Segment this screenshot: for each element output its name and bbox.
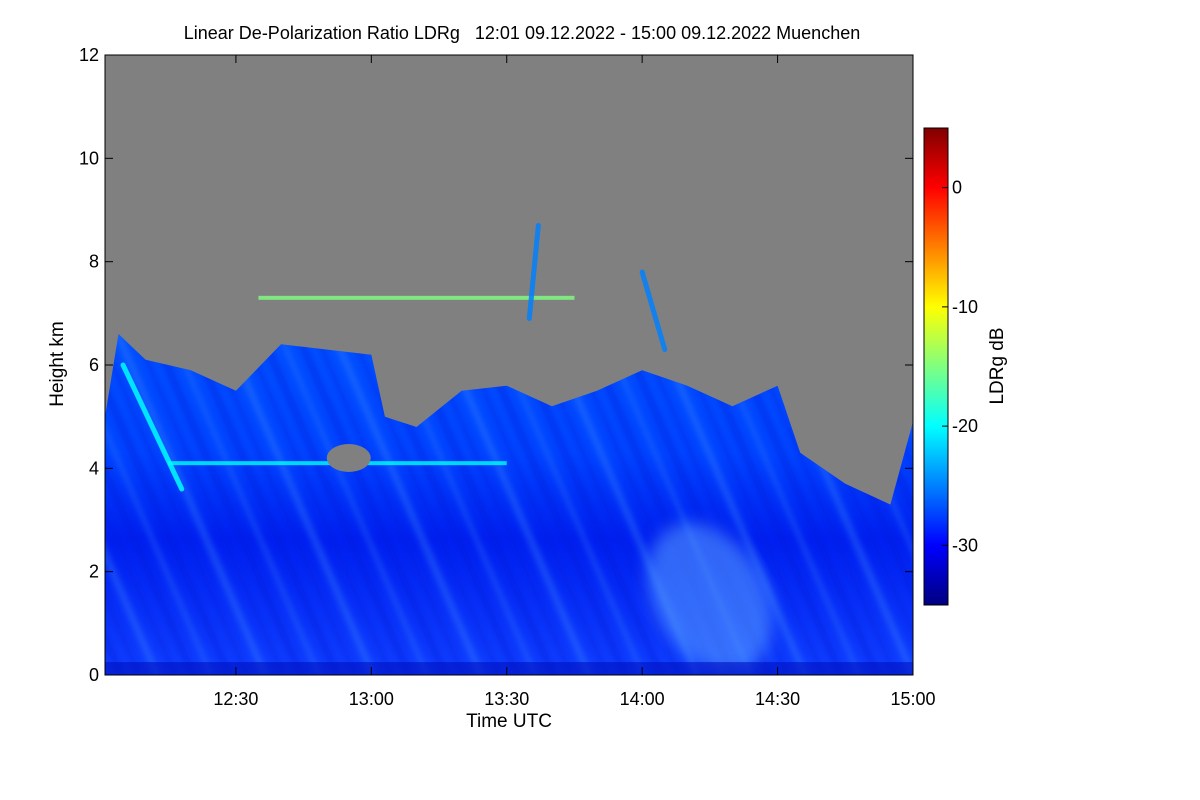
thin-layer xyxy=(258,295,575,300)
fall-streak-texture xyxy=(1059,305,1200,675)
fall-streak-texture xyxy=(105,334,249,675)
x-axis: 12:30 13:00 13:30 14:00 14:30 15:00 xyxy=(213,55,936,709)
fall-streak-texture xyxy=(265,334,429,675)
signal-gap xyxy=(326,444,371,472)
fall-streak-texture xyxy=(0,305,13,675)
fall-streak-texture xyxy=(1023,305,1183,675)
y-axis: 0 2 4 6 8 10 12 xyxy=(79,45,913,685)
x-tick-label: 14:30 xyxy=(755,689,800,709)
fall-streak-texture xyxy=(1131,305,1200,675)
y-tick-label: 6 xyxy=(89,355,99,375)
colorbar-ticks: 0 -10 -20 -30 xyxy=(942,178,978,555)
chart-title: Linear De-Polarization Ratio LDRg 12:01 … xyxy=(184,23,860,43)
colorbar-tick-label: -20 xyxy=(952,416,978,436)
fall-streak-texture xyxy=(1005,305,1165,675)
fall-streak-texture xyxy=(1113,305,1200,675)
y-tick-label: 12 xyxy=(79,45,99,65)
y-tick-label: 2 xyxy=(89,562,99,582)
fall-streak-texture xyxy=(1041,305,1200,675)
fall-streak-texture xyxy=(137,334,305,675)
fall-streak xyxy=(120,362,185,492)
plot-area xyxy=(0,55,1200,675)
colorbar-tick-label: 0 xyxy=(952,178,962,198)
fall-streak-texture xyxy=(121,334,285,675)
fall-streak-texture xyxy=(105,334,269,675)
near-ground-band xyxy=(105,662,913,675)
y-tick-label: 4 xyxy=(89,458,99,478)
fall-streak-texture xyxy=(337,334,501,675)
fall-streak-texture xyxy=(105,334,177,675)
fall-streak xyxy=(639,269,668,352)
fall-streak-texture xyxy=(317,334,485,675)
x-tick-label: 13:30 xyxy=(484,689,529,709)
x-axis-label: Time UTC xyxy=(466,711,552,732)
fall-streak-texture xyxy=(1077,305,1200,675)
colorbar-tick-label: -30 xyxy=(952,535,978,555)
fall-streak-texture xyxy=(105,334,161,675)
fall-streak-texture xyxy=(105,334,141,675)
fall-streak-texture xyxy=(951,305,1111,675)
fall-streak-texture xyxy=(1167,305,1200,675)
fall-streak-texture xyxy=(1095,305,1200,675)
y-axis-label: Height km xyxy=(47,321,68,407)
fall-streak-texture xyxy=(105,334,213,675)
fall-streak-texture xyxy=(245,334,413,675)
fall-streak-texture xyxy=(281,334,449,675)
x-tick-label: 13:00 xyxy=(349,689,394,709)
x-tick-label: 15:00 xyxy=(890,689,935,709)
colorbar xyxy=(923,127,949,606)
colorbar-tick-label: -10 xyxy=(952,297,978,317)
fall-streak-texture xyxy=(105,334,233,675)
fall-streak xyxy=(526,223,541,321)
cloud-features xyxy=(120,223,668,492)
y-tick-label: 8 xyxy=(89,252,99,272)
fall-streak-texture xyxy=(105,334,197,675)
x-tick-label: 12:30 xyxy=(213,689,258,709)
y-tick-label: 10 xyxy=(79,148,99,168)
fall-streak-texture xyxy=(0,305,85,675)
y-tick-label: 0 xyxy=(89,665,99,685)
fall-streak-texture xyxy=(301,334,465,675)
colorbar-label: LDRg dB xyxy=(987,327,1008,404)
fall-streak-texture xyxy=(893,334,913,675)
fall-streak-texture xyxy=(987,305,1147,675)
x-tick-label: 14:00 xyxy=(620,689,665,709)
fall-streak-texture xyxy=(0,305,49,675)
fall-streak-texture xyxy=(933,305,1093,675)
fall-streak-texture xyxy=(1149,305,1200,675)
bright-streak xyxy=(647,522,773,673)
fall-streak-texture xyxy=(0,305,31,675)
